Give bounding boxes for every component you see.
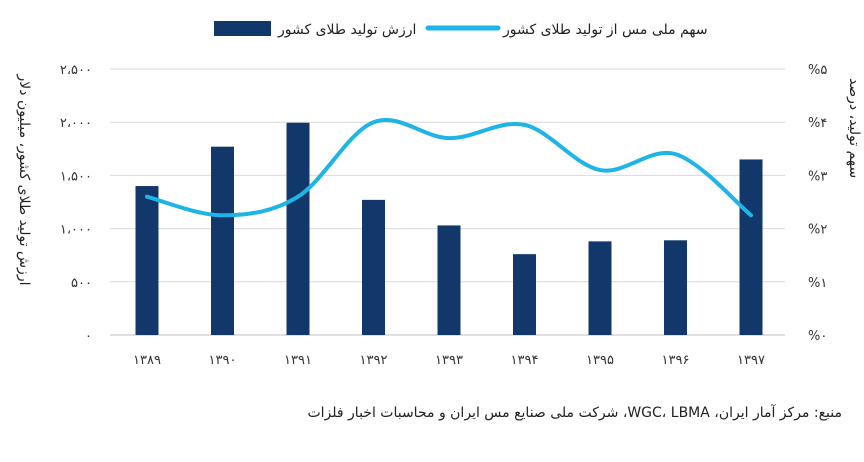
line-series	[145, 118, 753, 218]
left-axis-tick-label: ۱،۵۰۰	[60, 169, 92, 184]
source-note: منبع: مرکز آمار ایران، WGC، LBMA، شرکت م…	[307, 405, 842, 421]
x-axis-tick-label: ۱۳۹۰	[209, 353, 237, 368]
x-axis-tick-label: ۱۳۹۳	[435, 353, 463, 368]
x-axis-tick-label: ۱۳۹۵	[586, 353, 614, 368]
bar	[664, 240, 687, 335]
legend-label-bar: ارزش تولید طلای کشور	[277, 22, 416, 38]
right-axis-tick-label: %۴	[808, 116, 827, 131]
right-axis-ticks: %۰ %۱ %۲ %۳ %۴ %۵	[808, 63, 827, 344]
x-axis-tick-label: ۱۳۸۹	[133, 353, 161, 368]
right-axis-tick-label: %۳	[808, 169, 827, 184]
x-axis-tick-label: ۱۳۹۲	[360, 353, 388, 368]
legend: ارزش تولید طلای کشور سهم ملی مس از تولید…	[214, 21, 708, 38]
left-axis-tick-label: ۱،۰۰۰	[60, 223, 92, 238]
x-axis-tick-label: ۱۳۹۶	[662, 353, 690, 368]
left-axis-tick-label: ۲،۵۰۰	[60, 63, 92, 78]
right-axis-tick-label: %۲	[808, 223, 827, 238]
x-axis-tick-label: ۱۳۹۱	[284, 353, 312, 368]
right-axis-tick-label: %۰	[808, 329, 827, 344]
legend-swatch-bar	[214, 21, 271, 36]
left-axis-tick-label: ۰	[85, 329, 92, 344]
bar	[362, 199, 385, 335]
x-axis-ticks: ۱۳۸۹ ۱۳۹۰ ۱۳۹۱ ۱۳۹۲ ۱۳۹۳ ۱۳۹۴ ۱۳۹۵ ۱۳۹۶ ۱۳۹۷	[133, 353, 765, 368]
left-axis-tick-label: ۲،۰۰۰	[60, 116, 92, 131]
bar-series	[135, 122, 763, 336]
legend-label-line: سهم ملی مس از تولید طلای کشور	[502, 22, 708, 38]
bar	[135, 186, 159, 335]
bar	[211, 146, 234, 335]
bar	[739, 159, 763, 335]
x-axis-tick-label: ۱۳۹۴	[511, 353, 539, 368]
right-axis-title: سهم تولید، درصد	[846, 78, 862, 178]
bar	[286, 122, 310, 336]
left-axis-tick-label: ۵۰۰	[71, 276, 92, 291]
left-axis-title: ارزش تولید طلای کشور، میلیون دلار	[16, 74, 32, 286]
x-axis-tick-label: ۱۳۹۷	[737, 353, 765, 368]
right-axis-tick-label: %۱	[808, 276, 827, 291]
right-axis-tick-label: %۵	[808, 63, 827, 78]
bar	[513, 254, 536, 335]
bar	[437, 225, 461, 335]
line-series-path	[145, 118, 753, 218]
bar	[588, 241, 612, 335]
left-axis-ticks: ۰ ۵۰۰ ۱،۰۰۰ ۱،۵۰۰ ۲،۰۰۰ ۲،۵۰۰	[60, 63, 92, 344]
